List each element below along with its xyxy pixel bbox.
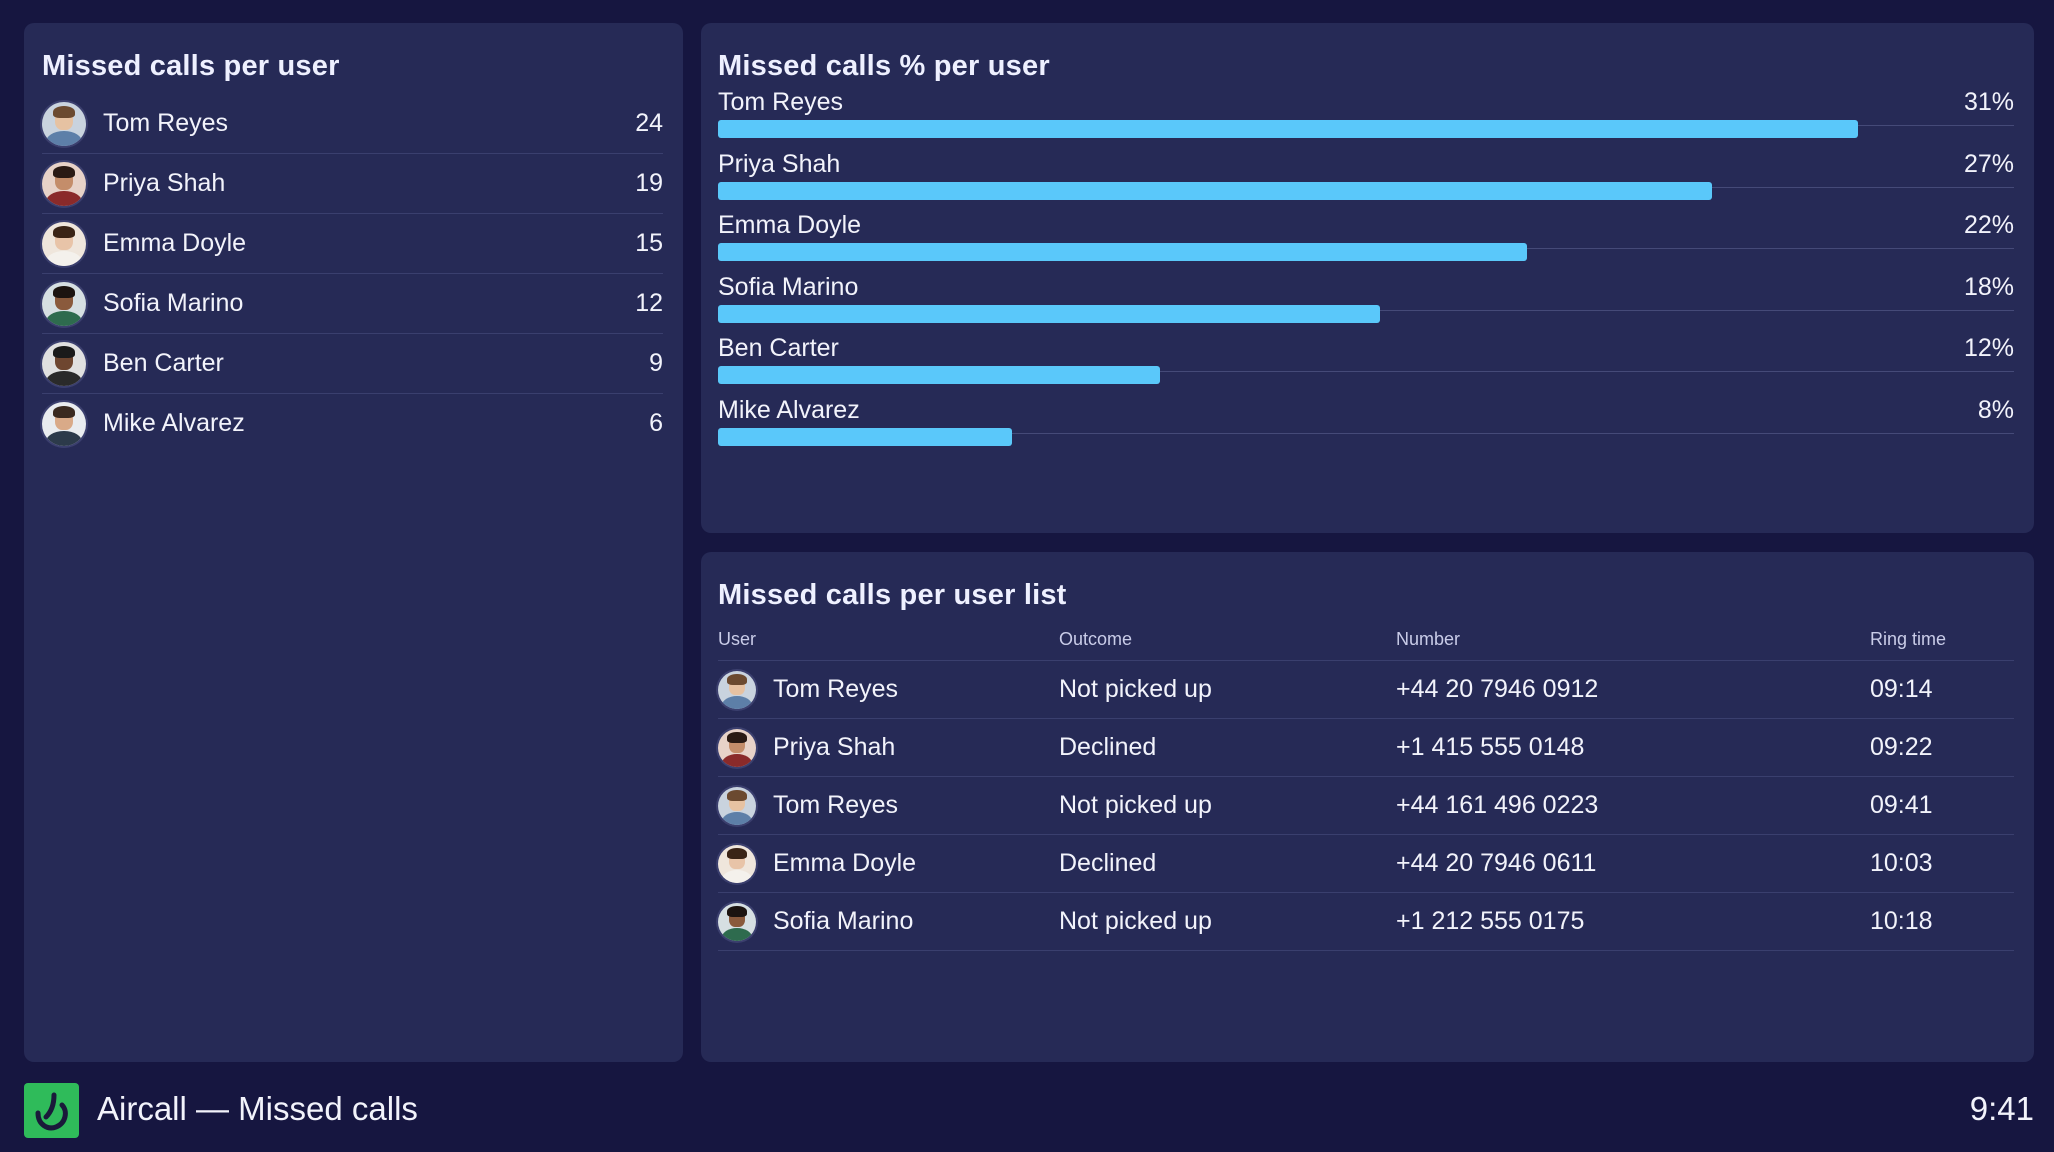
ring-time-cell: 10:18 xyxy=(1870,892,2014,951)
user-name: Mike Alvarez xyxy=(103,409,245,437)
bar-fill xyxy=(718,243,1527,261)
table-row[interactable]: Tom Reyes Not picked up +44 161 496 0223… xyxy=(718,776,2014,835)
pct-bar-row: Ben Carter 12% xyxy=(718,332,2014,394)
avatar xyxy=(42,281,86,326)
pct-value: 31% xyxy=(1963,88,2014,116)
table-row[interactable]: Sofia Marino Not picked up +1 212 555 01… xyxy=(718,892,2014,951)
bar-label: Emma Doyle xyxy=(718,211,862,239)
user-name: Tom Reyes xyxy=(773,675,899,703)
missed-list-panel: Missed calls per user list User Outcome … xyxy=(701,552,2034,1062)
column-header-outcome[interactable]: Outcome xyxy=(1059,629,1396,661)
bar-fill xyxy=(718,120,1859,138)
number-cell: +1 212 555 0175 xyxy=(1396,892,1870,951)
list-item[interactable]: Emma Doyle 15 xyxy=(42,214,663,274)
pct-bar-row: Priya Shah 27% xyxy=(718,148,2014,210)
list-item[interactable]: Mike Alvarez 6 xyxy=(42,394,663,453)
missed-count: 19 xyxy=(635,169,663,197)
pct-value: 18% xyxy=(1963,272,2014,301)
app-title: Aircall — Missed calls xyxy=(97,1090,418,1127)
table-header: User Outcome Number Ring time xyxy=(718,629,2014,661)
column-header-user[interactable]: User xyxy=(718,629,1059,661)
user-list: Tom Reyes 24 Priya Shah 19 Emma Doyle 15… xyxy=(42,94,663,453)
avatar xyxy=(718,902,756,941)
avatar xyxy=(718,786,756,825)
avatar xyxy=(718,728,756,767)
pct-value: 27% xyxy=(1963,149,2014,178)
table-row[interactable]: Tom Reyes Not picked up +44 20 7946 0912… xyxy=(718,660,2014,719)
avatar xyxy=(42,161,86,206)
ring-time-cell: 09:14 xyxy=(1870,660,2014,719)
panel-title: Missed calls per user xyxy=(42,50,340,82)
missed-calls-table: User Outcome Number Ring time Tom Reyes … xyxy=(718,629,2014,951)
avatar xyxy=(42,221,86,266)
user-name: Emma Doyle xyxy=(773,849,917,877)
outcome-cell: Declined xyxy=(1059,718,1396,777)
bar-fill xyxy=(718,427,1013,446)
bar-track xyxy=(718,371,2014,372)
user-name: Priya Shah xyxy=(773,733,896,761)
user-name: Priya Shah xyxy=(103,169,226,197)
panel-title: Missed calls % per user xyxy=(718,50,1050,82)
user-name: Tom Reyes xyxy=(103,109,229,137)
user-name: Tom Reyes xyxy=(773,791,899,819)
missed-per-user-panel: Missed calls per user Tom Reyes 24 Priya… xyxy=(24,23,683,1062)
avatar xyxy=(42,341,86,386)
pct-bar-row: Sofia Marino 18% xyxy=(718,271,2014,333)
bar-label: Tom Reyes xyxy=(718,88,844,116)
missed-count: 24 xyxy=(635,109,663,137)
avatar xyxy=(718,670,756,709)
number-cell: +44 20 7946 0912 xyxy=(1396,660,1870,719)
list-item[interactable]: Sofia Marino 12 xyxy=(42,274,663,334)
pct-bar-row: Emma Doyle 22% xyxy=(718,209,2014,271)
bar-label: Mike Alvarez xyxy=(718,395,860,424)
list-item[interactable]: Priya Shah 19 xyxy=(42,154,663,214)
missed-count: 15 xyxy=(635,229,663,257)
pct-value: 12% xyxy=(1963,334,2014,362)
outcome-cell: Not picked up xyxy=(1059,660,1396,719)
bar-label: Priya Shah xyxy=(718,149,841,178)
bar-label: Ben Carter xyxy=(718,334,839,362)
outcome-cell: Not picked up xyxy=(1059,892,1396,951)
bar-label: Sofia Marino xyxy=(718,272,859,301)
table-row[interactable]: Emma Doyle Declined +44 20 7946 0611 10:… xyxy=(718,834,2014,893)
column-header-number[interactable]: Number xyxy=(1396,629,1870,661)
panel-title: Missed calls per user list xyxy=(718,579,1067,611)
missed-pct-panel: Missed calls % per user Tom Reyes 31% Pri… xyxy=(701,23,2034,533)
ring-time-cell: 10:03 xyxy=(1870,834,2014,893)
pct-bar-list: Tom Reyes 31% Priya Shah 27% Emma Doyle 22%… xyxy=(718,86,2014,455)
user-name: Sofia Marino xyxy=(773,907,914,935)
list-item[interactable]: Tom Reyes 24 xyxy=(42,94,663,154)
pct-value: 22% xyxy=(1963,211,2014,239)
missed-count: 9 xyxy=(649,349,663,377)
pct-bar-row: Mike Alvarez 8% xyxy=(718,394,2014,456)
table-row[interactable]: Priya Shah Declined +1 415 555 0148 09:2… xyxy=(718,718,2014,777)
bar-track xyxy=(718,432,2014,434)
pct-value: 8% xyxy=(1977,395,2014,424)
user-name: Emma Doyle xyxy=(103,229,247,257)
outcome-cell: Not picked up xyxy=(1059,776,1396,835)
aircall-logo-icon xyxy=(24,1083,79,1138)
ring-time-cell: 09:41 xyxy=(1870,776,2014,835)
avatar xyxy=(42,101,86,146)
pct-bar-row: Tom Reyes 31% xyxy=(718,86,2014,148)
outcome-cell: Declined xyxy=(1059,834,1396,893)
missed-count: 6 xyxy=(649,409,663,437)
avatar xyxy=(718,844,756,883)
bar-fill xyxy=(718,304,1381,323)
ring-time-cell: 09:22 xyxy=(1870,718,2014,777)
user-name: Sofia Marino xyxy=(103,289,244,317)
bar-fill xyxy=(718,181,1713,200)
bar-fill xyxy=(718,366,1160,384)
missed-count: 12 xyxy=(635,289,663,317)
number-cell: +1 415 555 0148 xyxy=(1396,718,1870,777)
clock: 9:41 xyxy=(1969,1090,2034,1127)
column-header-ring-time[interactable]: Ring time xyxy=(1870,629,2014,661)
number-cell: +44 161 496 0223 xyxy=(1396,776,1870,835)
list-item[interactable]: Ben Carter 9 xyxy=(42,334,663,394)
avatar xyxy=(42,401,86,446)
number-cell: +44 20 7946 0611 xyxy=(1396,834,1870,893)
user-name: Ben Carter xyxy=(103,349,224,377)
